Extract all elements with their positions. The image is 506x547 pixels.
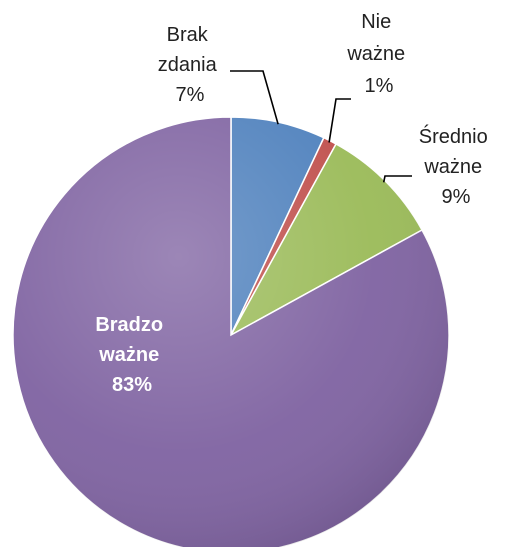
leader-line-srednio-wazne (382, 175, 412, 183)
slice-label-brak-zdania: Brak zdania 7% (158, 24, 223, 106)
slice-label-bradzo-wazne: Bradzo ważne 83% (95, 314, 168, 396)
leader-lines (230, 70, 412, 183)
leader-line-nie-wazne (328, 98, 351, 143)
slice-label-nie-wazne: Nie ważne 1% (346, 11, 410, 97)
slice-label-srednio-wazne: Średnio ważne 9% (419, 124, 494, 208)
leader-line-brak-zdania (230, 70, 279, 125)
